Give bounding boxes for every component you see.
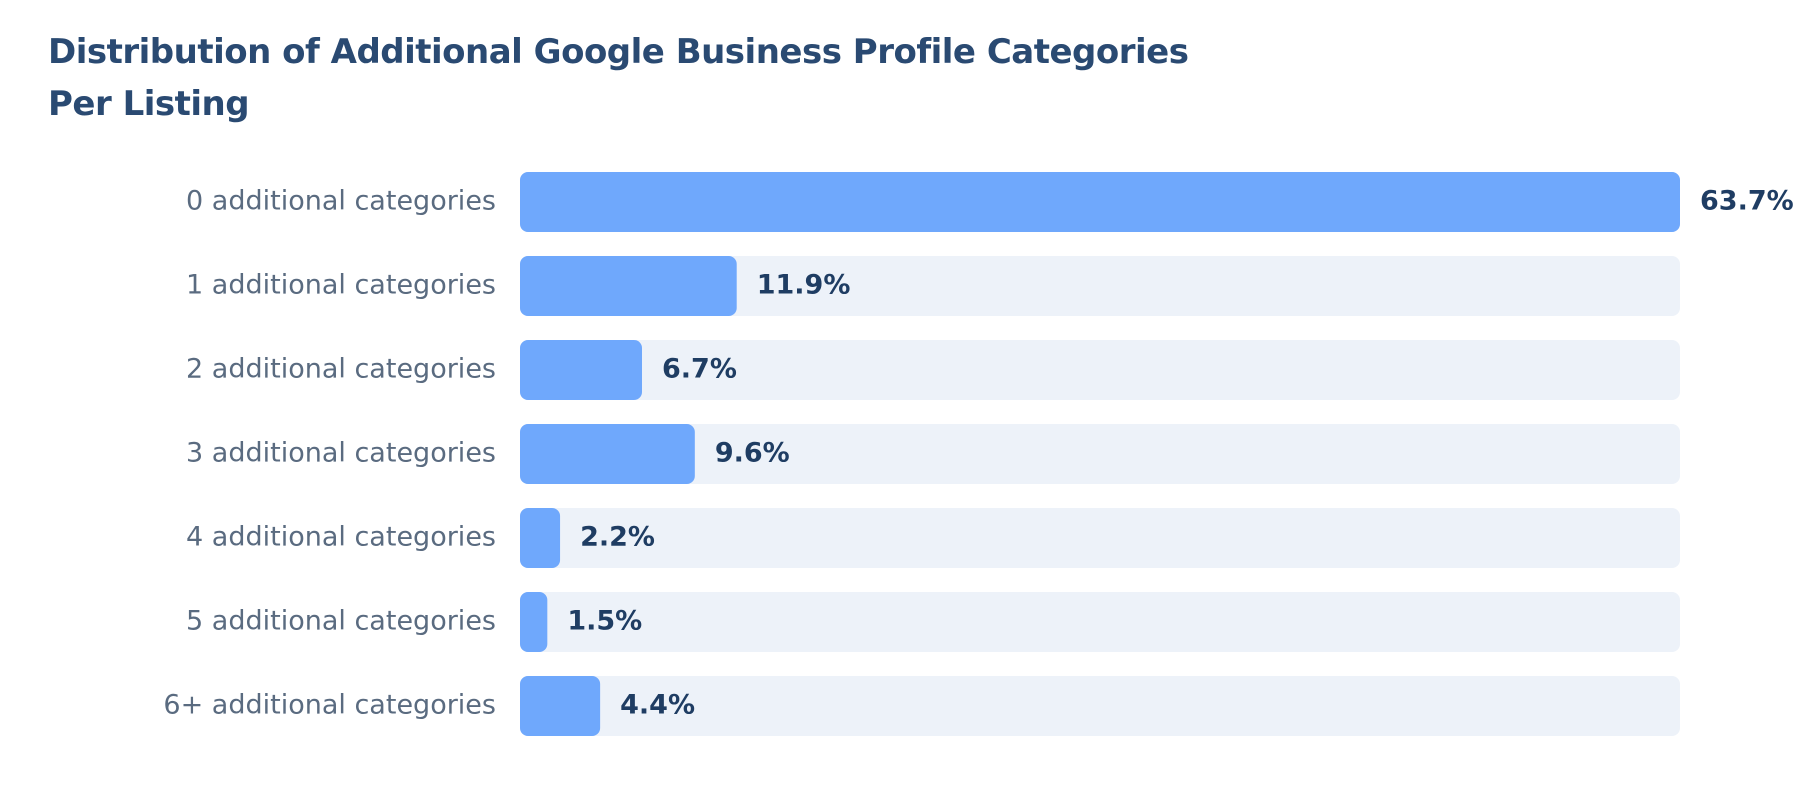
value-label: 1.5% <box>567 606 642 637</box>
value-label: 9.6% <box>715 438 790 469</box>
bar <box>520 592 548 652</box>
category-label: 0 additional categories <box>186 186 496 217</box>
bar-track <box>520 340 1680 400</box>
category-label: 3 additional categories <box>186 438 496 469</box>
bar-track <box>520 256 1680 316</box>
bar <box>520 424 695 484</box>
bar-track <box>520 424 1680 484</box>
category-label: 4 additional categories <box>186 522 496 553</box>
bar <box>520 676 601 736</box>
category-label: 1 additional categories <box>186 270 496 301</box>
value-label: 4.4% <box>620 690 695 721</box>
bar <box>520 256 737 316</box>
bar <box>520 172 1680 232</box>
category-label: 5 additional categories <box>186 606 496 637</box>
bar <box>520 508 561 568</box>
value-label: 2.2% <box>580 522 655 553</box>
bar <box>520 340 643 400</box>
bar-track <box>520 508 1680 568</box>
value-label: 11.9% <box>757 270 851 301</box>
value-label: 6.7% <box>662 354 737 385</box>
category-label: 2 additional categories <box>186 354 496 385</box>
chart-title: Distribution of Additional Google Busine… <box>48 32 1189 124</box>
bar-track <box>520 592 1680 652</box>
bar-track <box>520 676 1680 736</box>
category-label: 6+ additional categories <box>163 690 496 721</box>
value-label: 63.7% <box>1700 186 1794 217</box>
